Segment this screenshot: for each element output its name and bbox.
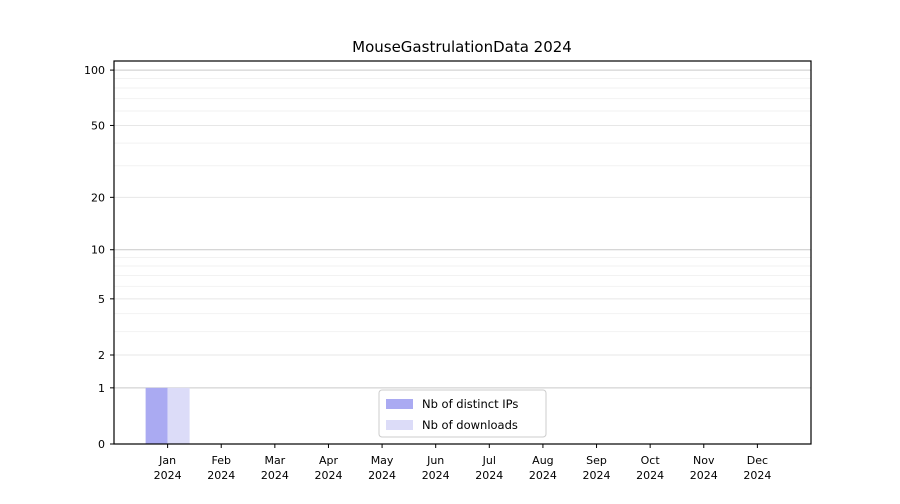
x-tick-label-month: May (371, 454, 394, 467)
y-tick-label: 1 (98, 382, 105, 395)
x-tick-label-year: 2024 (529, 469, 557, 482)
x-tick-label-year: 2024 (314, 469, 342, 482)
legend-label: Nb of downloads (422, 418, 518, 432)
x-tick-label-year: 2024 (368, 469, 396, 482)
chart-title: MouseGastrulationData 2024 (352, 38, 572, 56)
y-tick-label: 100 (84, 64, 105, 77)
x-tick-label-month: Nov (693, 454, 715, 467)
x-tick-label-month: Oct (641, 454, 661, 467)
x-tick-label-year: 2024 (690, 469, 718, 482)
y-tick-label: 10 (91, 244, 105, 257)
y-tick-label: 50 (91, 119, 105, 132)
x-tick-label-year: 2024 (636, 469, 664, 482)
legend-swatch (386, 399, 413, 409)
x-tick-label-month: Dec (747, 454, 768, 467)
legend-label: Nb of distinct IPs (422, 397, 518, 411)
x-tick-label-year: 2024 (261, 469, 289, 482)
x-tick-label-month: Jul (482, 454, 496, 467)
x-tick-label-month: Sep (586, 454, 607, 467)
x-tick-label-year: 2024 (475, 469, 503, 482)
x-tick-label-year: 2024 (422, 469, 450, 482)
x-tick-label-year: 2024 (743, 469, 771, 482)
y-tick-label: 0 (98, 438, 105, 451)
x-tick-label-year: 2024 (154, 469, 182, 482)
x-tick-label-year: 2024 (207, 469, 235, 482)
legend-box (378, 389, 547, 438)
bar-downloads (167, 387, 190, 444)
bar-distinct-ips (145, 387, 168, 444)
y-tick-label: 2 (98, 349, 105, 362)
x-tick-label-month: Mar (264, 454, 285, 467)
x-tick-label-month: Apr (319, 454, 339, 467)
plot-border (113, 60, 812, 445)
x-tick-label-month: Feb (211, 454, 230, 467)
legend-swatch (386, 420, 413, 430)
x-tick-label-month: Aug (532, 454, 553, 467)
y-tick-label: 5 (98, 293, 105, 306)
x-tick-label-year: 2024 (583, 469, 611, 482)
x-tick-label-month: Jun (426, 454, 444, 467)
y-tick-label: 20 (91, 191, 105, 204)
x-tick-label-month: Jan (158, 454, 176, 467)
